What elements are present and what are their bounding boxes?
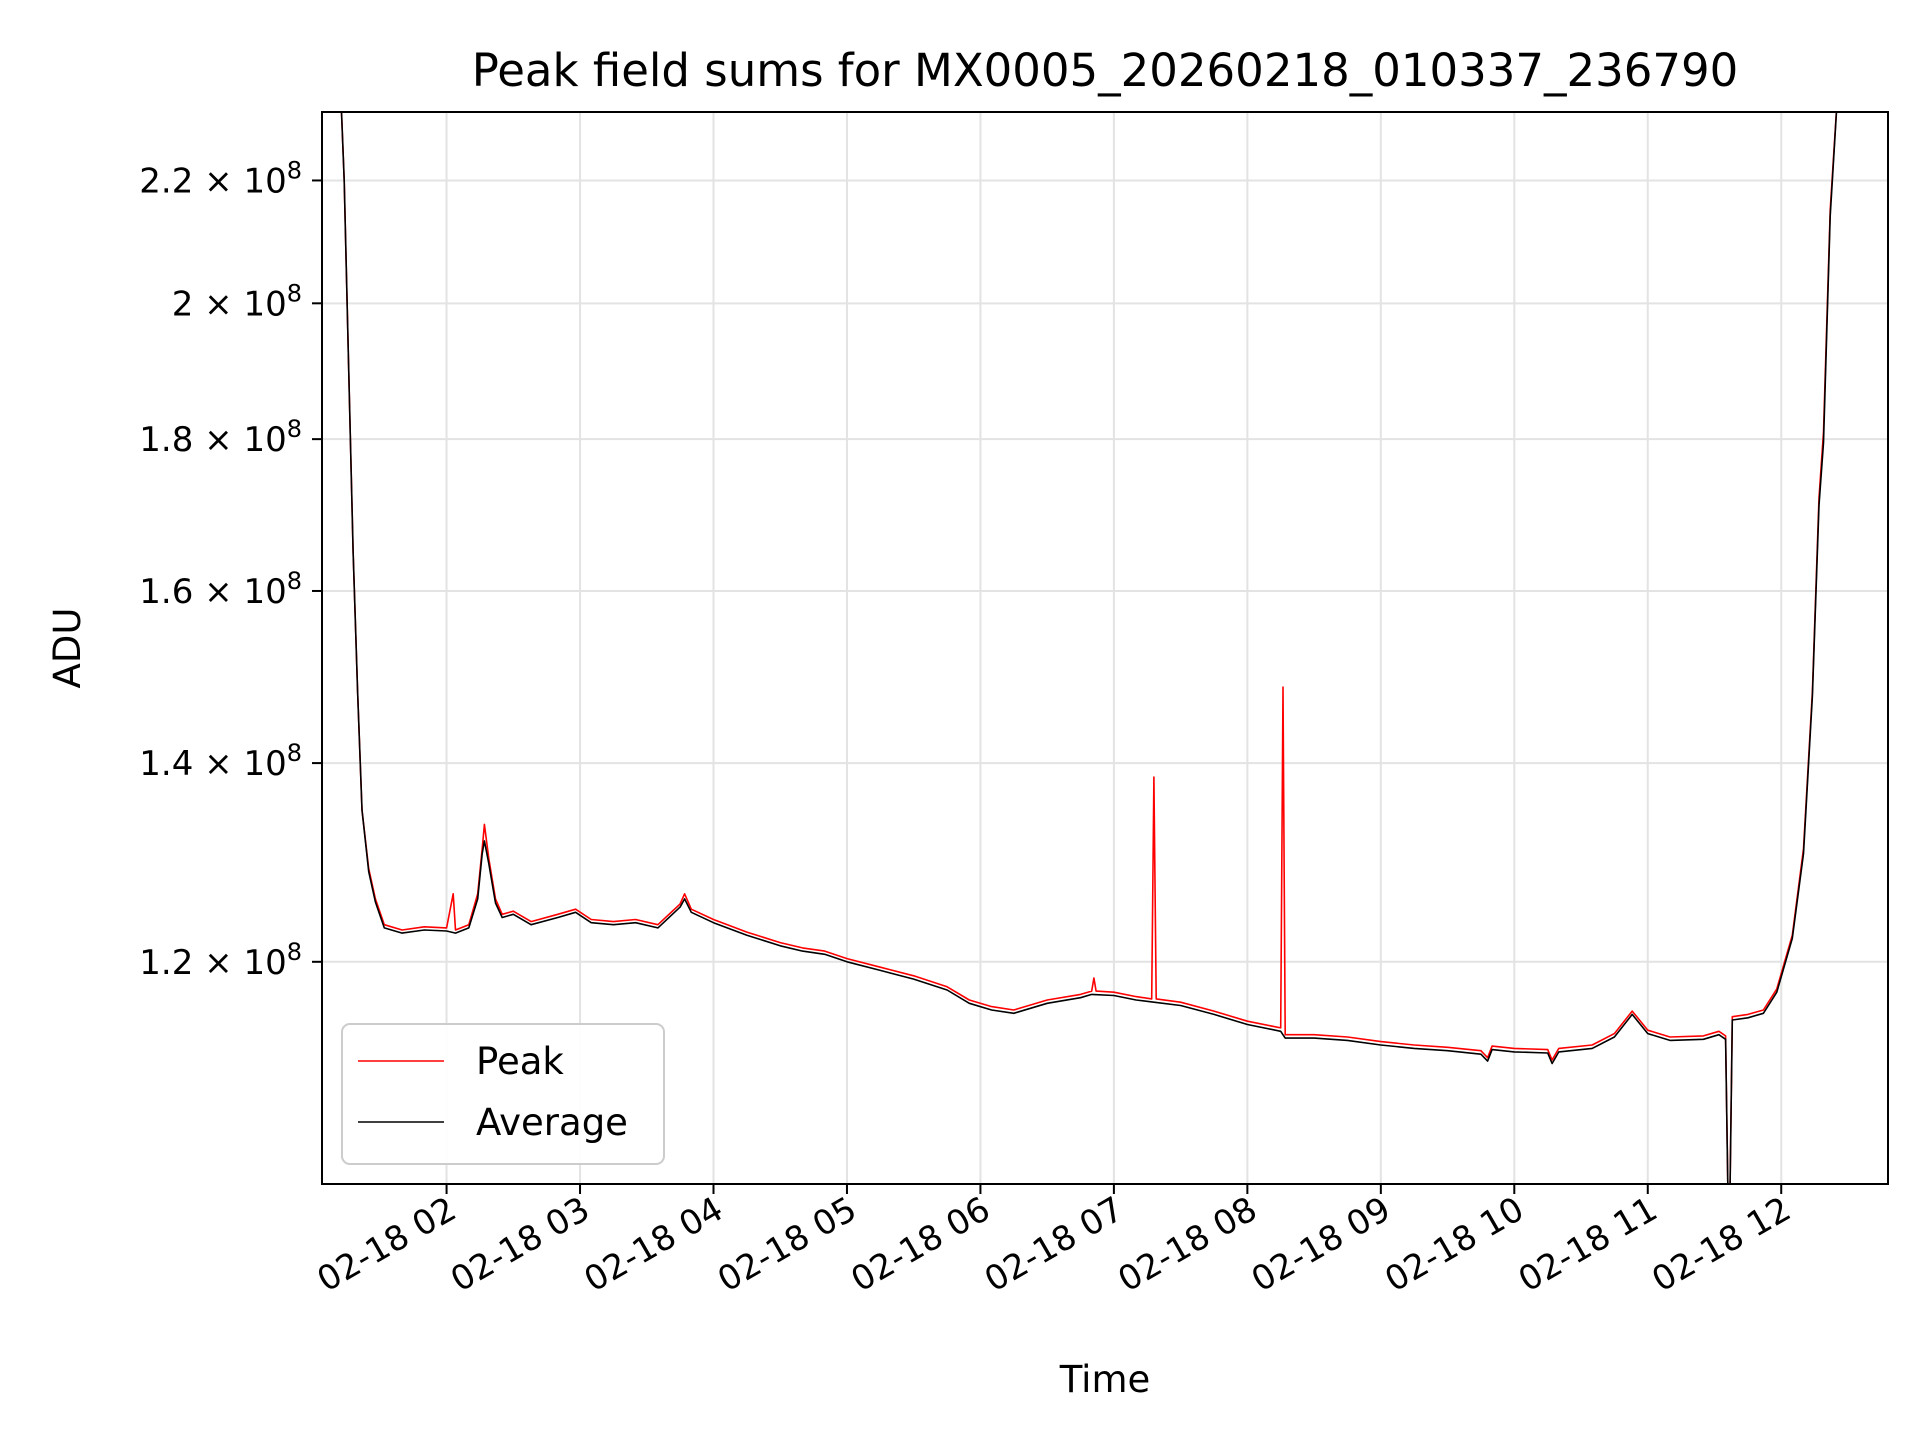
chart-title: Peak field sums for MX0005_20260218_0103… — [472, 44, 1739, 97]
x-tick-label: 02-18 02 — [311, 1189, 463, 1300]
x-tick-label: 02-18 07 — [978, 1189, 1130, 1300]
x-tick-label: 02-18 04 — [578, 1189, 730, 1300]
y-tick-label: 1.8 × 108 — [139, 415, 302, 460]
plot-frame — [321, 111, 1889, 1185]
legend: Peak Average — [341, 1023, 665, 1165]
y-tick-label: 2.2 × 108 — [139, 156, 302, 201]
y-tick-label: 2 × 108 — [172, 279, 302, 324]
x-axis-label: Time — [1059, 1358, 1151, 1401]
y-axis-ticks: 1.2 × 108 1.4 × 108 1.6 × 108 1.8 × 108 2 × … — [139, 156, 322, 983]
legend-label-average: Average — [476, 1101, 628, 1144]
y-axis-label: ADU — [46, 608, 89, 689]
y-tick-label: 1.2 × 108 — [139, 938, 302, 983]
x-tick-label: 02-18 12 — [1645, 1189, 1797, 1300]
x-tick-label: 02-18 09 — [1245, 1189, 1397, 1300]
legend-label-peak: Peak — [476, 1040, 564, 1083]
series-line-peak — [340, 112, 1838, 1184]
x-tick-label: 02-18 11 — [1512, 1189, 1664, 1300]
x-tick-label: 02-18 10 — [1378, 1189, 1530, 1300]
x-tick-label: 02-18 03 — [444, 1189, 596, 1300]
y-tick-label: 1.6 × 108 — [139, 567, 302, 612]
grid — [322, 112, 1888, 1184]
legend-box — [341, 1023, 665, 1165]
x-tick-label: 02-18 08 — [1111, 1189, 1263, 1300]
x-tick-label: 02-18 05 — [711, 1189, 863, 1300]
series-layer — [340, 112, 1838, 1184]
y-tick-label: 1.4 × 108 — [139, 739, 302, 784]
x-tick-label: 02-18 06 — [845, 1189, 997, 1300]
series-line-average — [340, 112, 1838, 1184]
